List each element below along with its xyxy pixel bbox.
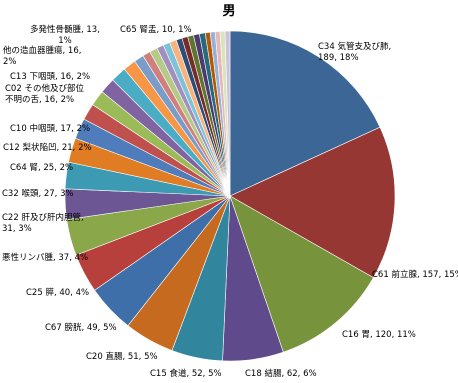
data-label: C34 気管支及び肺, 189, 18%: [318, 42, 392, 63]
data-label: C32 喉頭, 27, 3%: [2, 189, 74, 199]
pie-slice: [229, 195, 374, 353]
data-label: C18 結腸, 62, 6%: [245, 369, 317, 379]
chart-title: 男: [222, 4, 236, 19]
data-label: 悪性リンパ腫, 37, 4%: [2, 253, 89, 263]
data-label: C65 腎盂, 10, 1%: [120, 25, 192, 35]
data-label: C16 胃, 120, 11%: [342, 330, 416, 340]
data-label: C15 食道, 52, 5%: [150, 369, 222, 379]
pie-slice: [229, 126, 396, 279]
data-label: C61 前立腺, 157, 15%: [372, 270, 458, 280]
data-label: C64 腎, 25, 2%: [10, 163, 74, 173]
data-label: C10 中咽頭, 17, 2%: [10, 124, 91, 134]
pie-slice: [229, 30, 381, 197]
data-label: C02 その他及び部位 不明の舌, 16, 2%: [5, 84, 84, 105]
data-label: C12 梨状陥凹, 21, 2%: [3, 143, 92, 153]
data-label: C20 直腸, 51, 5%: [86, 352, 158, 362]
data-label: 多発性骨髄腫, 13, 1%: [30, 25, 100, 46]
data-label: C13 下咽頭, 16, 2%: [10, 72, 91, 82]
data-label: C25 膵, 40, 4%: [26, 288, 90, 298]
pie-slice: [224, 30, 231, 197]
data-label: C67 膀胱, 49, 5%: [45, 323, 117, 333]
data-label: 他の造血器腫瘍, 16, 2%: [3, 46, 82, 67]
data-label: C22 肝及び肝内胆管, 31, 3%: [2, 213, 84, 234]
